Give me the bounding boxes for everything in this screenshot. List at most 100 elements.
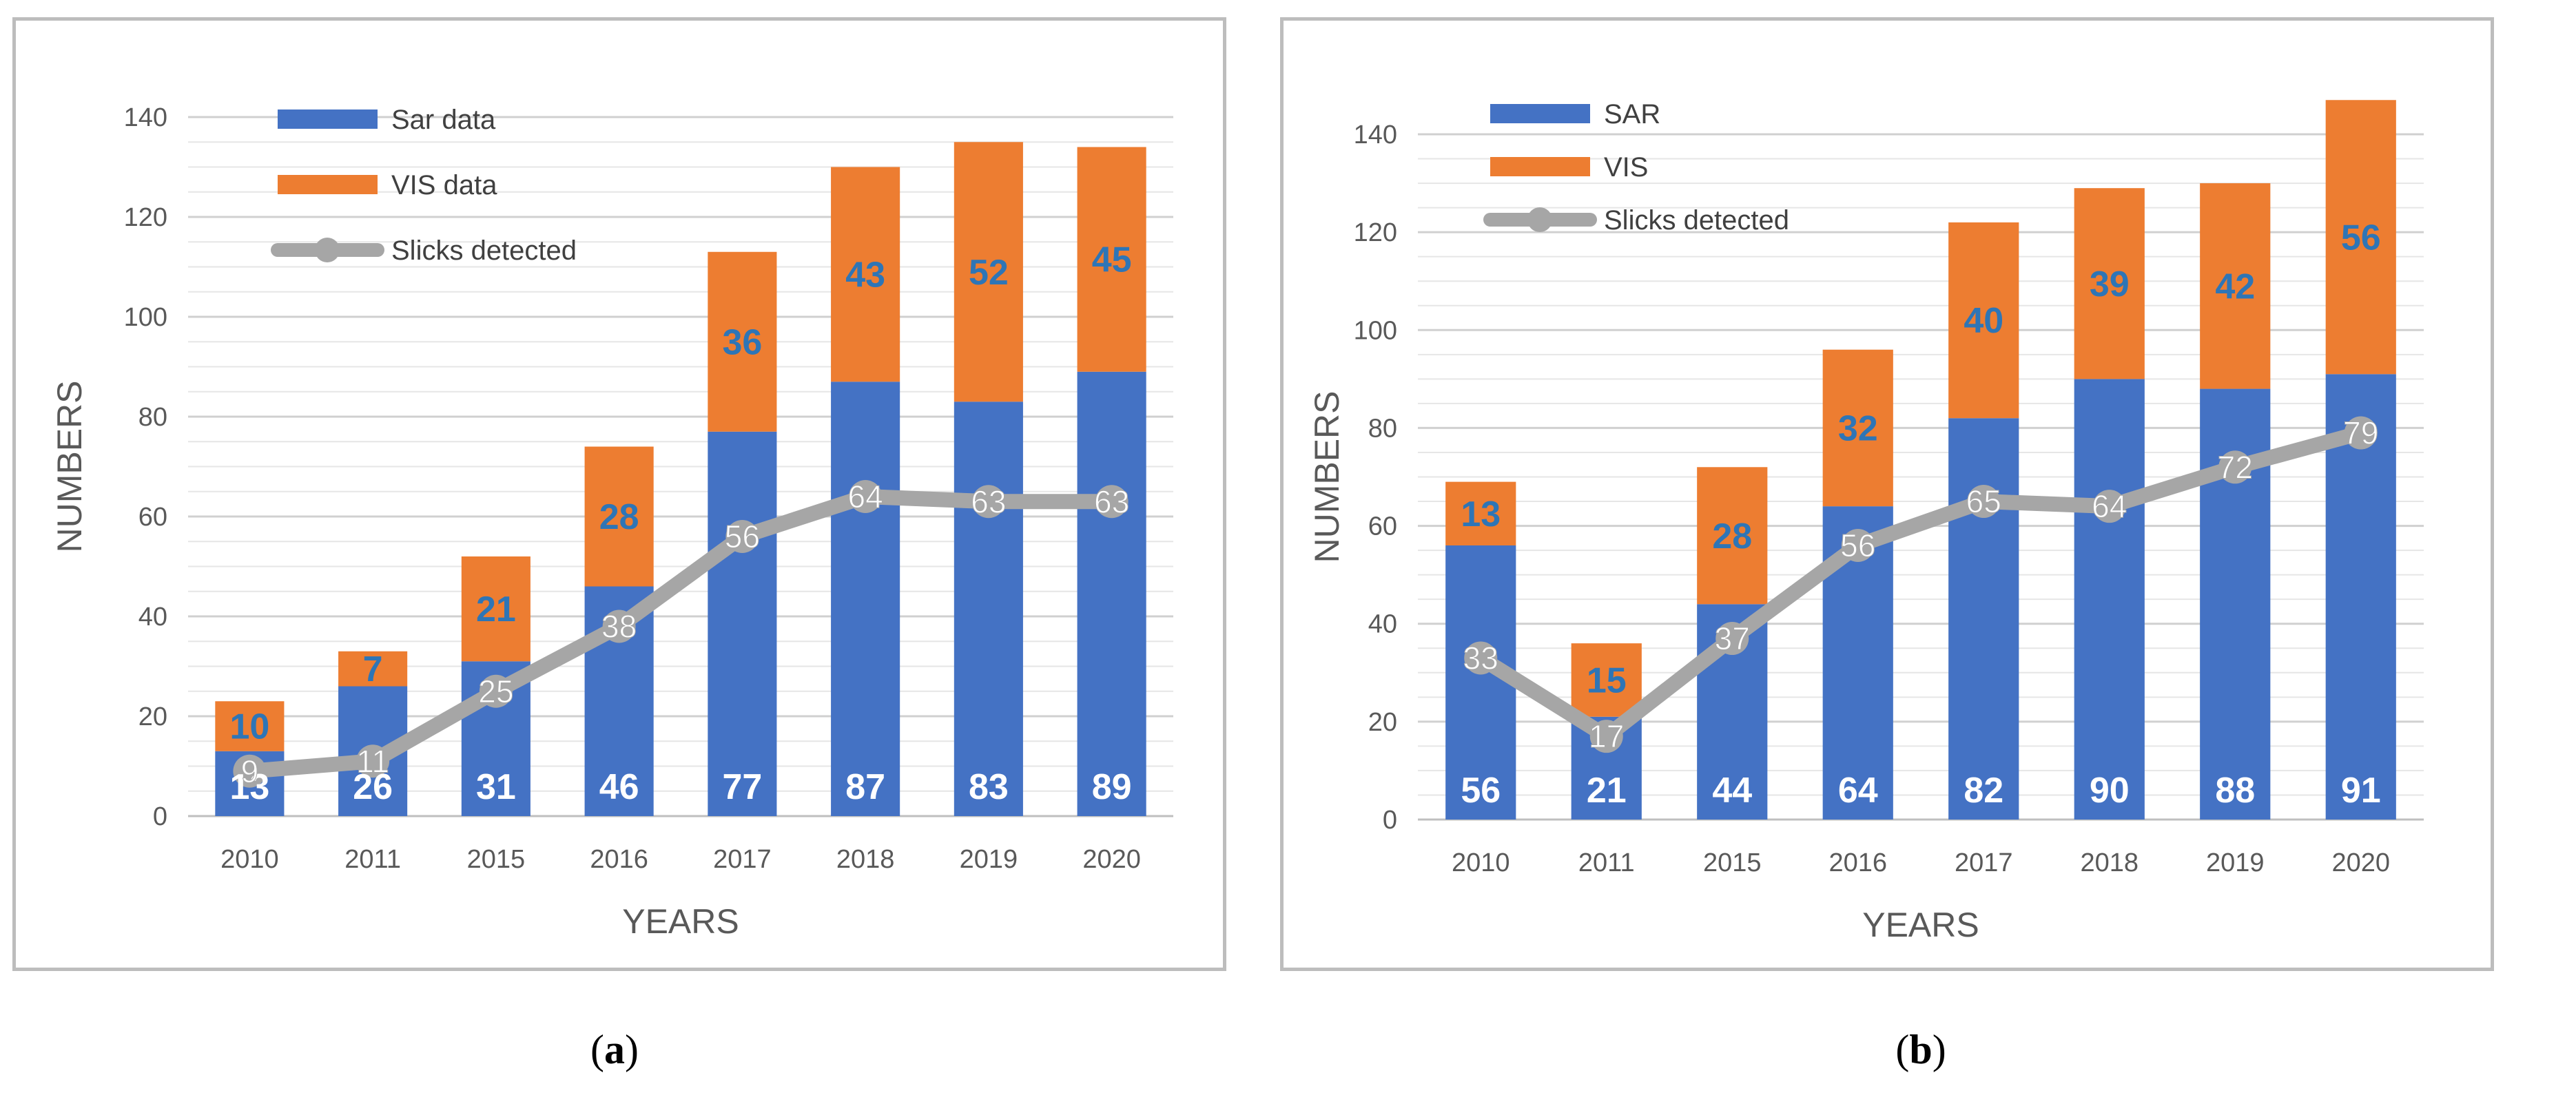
chart-b-bar-top-2011 [1571,643,1642,717]
chart-a-bar-bottom-2018 [831,382,900,816]
chart-b-data-label-line-2016: 56 [1840,528,1875,563]
chart-b-x-tick-label: 2016 [1828,848,1887,877]
chart-b-x-tick-label: 2015 [1703,848,1762,877]
chart-b-legend-label-0: SAR [1604,99,1660,129]
chart-b-y-tick-label: 40 [1368,610,1397,639]
chart-a-svg: 0 20 40 60 80 100 120 140 2010 2011 2015 2016 2017 20… [50,103,1173,941]
chart-b-x-tick-label: 2017 [1955,848,2013,877]
chart-b-bar-bottom-2018 [2074,379,2145,820]
chart-a-data-label-bottom-2015: 31 [476,767,516,807]
chart-b-bar-top-2020 [2325,100,2396,375]
chart-a-data-label-top-2018: 43 [845,255,885,295]
chart-b-data-label-bottom-2011: 21 [1587,771,1627,811]
chart-b-y-tick-label: 20 [1368,708,1397,737]
chart-a-bar-bottom-2019 [954,402,1023,816]
chart-a-bar-top-2017 [708,251,777,432]
chart-a-y-tick-label: 120 [124,203,167,232]
chart-b-data-label-top-2011: 15 [1587,660,1627,700]
chart-a-data-label-top-2010: 10 [229,707,269,747]
chart-a-data-label-bottom-2020: 89 [1092,767,1132,807]
chart-b-bar-bottom-2010 [1445,545,1516,820]
chart-b-y-tick-label: 0 [1383,806,1397,835]
chart-b-x-tick-label: 2010 [1452,848,1510,877]
chart-a-y-tick-label: 0 [153,802,167,831]
chart-b-bar-bottom-2017 [1948,418,2019,820]
chart-a-bar-top-2018 [831,167,900,382]
chart-b-data-label-line-2015: 37 [1715,620,1750,656]
chart-a-data-label-top-2020: 45 [1092,240,1132,280]
chart-a-y-tick-label: 60 [138,503,167,532]
chart-b-bar-top-2019 [2200,183,2271,389]
chart-b-legend-label-2: Slicks detected [1604,205,1789,236]
chart-b-line-marker-2015 [1715,622,1749,656]
chart-a-data-label-top-2017: 36 [722,322,762,362]
chart-b-legend-label-1: VIS [1604,152,1648,182]
chart-a-legend-label-2: Slicks detected [391,236,577,266]
chart-b-legend-swatch-0 [1490,104,1590,123]
chart-b-data-label-bottom-2016: 64 [1838,771,1878,811]
chart-b-bar-top-2017 [1948,222,2019,419]
chart-b-data-label-bottom-2020: 91 [2341,771,2381,811]
chart-b-data-label-top-2020: 56 [2341,218,2381,258]
chart-a-x-tick-label: 2015 [467,845,526,874]
chart-a-y-tick-label: 80 [138,403,167,432]
chart-b-y-tick-label: 100 [1354,316,1397,345]
chart-b-line-marker-2020 [2344,416,2378,450]
chart-b-data-label-bottom-2010: 56 [1461,771,1501,811]
chart-b-bar-top-2010 [1445,481,1516,545]
chart-b-y-axis-title: NUMBERS [1308,390,1346,563]
chart-a-x-tick-label: 2020 [1082,845,1141,874]
chart-a-legend-swatch-0 [278,110,378,129]
chart-a-line-marker-2015 [479,674,513,708]
chart-a-bar-bottom-2020 [1077,371,1146,816]
chart-panel-a: 0 20 40 60 80 100 120 140 2010 2011 2015 2016 2017 20… [12,17,1226,971]
chart-b-y-tick-label: 60 [1368,512,1397,541]
chart-a-data-label-line-2018: 64 [848,479,883,514]
chart-a-data-label-bottom-2018: 87 [845,767,885,807]
chart-a-x-tick-label: 2018 [836,845,895,874]
chart-a-legend-label-0: Sar data [391,105,496,135]
chart-b-line-marker-2019 [2218,450,2252,484]
chart-a-bar-top-2011 [338,651,408,687]
chart-b-data-label-top-2010: 13 [1461,494,1501,534]
chart-a-y-axis-title: NUMBERS [50,380,89,552]
chart-a-x-tick-label: 2019 [960,845,1018,874]
chart-a-bar-bottom-2017 [708,431,777,816]
chart-a-line-marker-2016 [602,609,636,643]
chart-b-data-label-bottom-2017: 82 [1964,771,2003,811]
chart-b-data-label-top-2015: 28 [1712,517,1752,556]
chart-b-data-label-line-2018: 64 [2092,488,2127,524]
chart-a-x-axis-title: YEARS [622,902,739,941]
chart-a-legend-label-1: VIS data [391,170,497,200]
chart-a-data-label-line-2010: 9 [241,753,259,789]
chart-a-bar-top-2016 [584,446,654,587]
chart-b-x-axis-title: YEARS [1862,906,1979,944]
chart-b-line-marker-2010 [1464,641,1498,675]
chart-b-bar-top-2015 [1697,467,1768,605]
chart-b-bar-top-2018 [2074,188,2145,379]
chart-a-data-label-line-2016: 38 [601,609,637,645]
chart-a-data-label-line-2017: 56 [725,519,760,554]
chart-a-x-tick-label: 2011 [344,845,401,874]
chart-a-data-label-line-2020: 63 [1094,483,1129,519]
chart-b-data-label-top-2019: 42 [2215,267,2255,306]
chart-b-legend-swatch-marker [1527,207,1552,232]
chart-a-data-label-line-2011: 11 [356,743,389,779]
caption-a-label: a [604,1027,625,1072]
chart-a-data-label-bottom-2016: 46 [599,767,639,807]
chart-a-bar-top-2020 [1077,147,1146,372]
chart-a-line-marker-2010 [233,754,267,788]
chart-a-y-tick-label: 20 [138,702,167,731]
chart-b-data-label-line-2019: 72 [2218,449,2253,485]
chart-b-line-marker-2018 [2092,490,2126,523]
chart-b-line-marker-2017 [1967,485,2001,519]
chart-b-data-label-top-2016: 32 [1838,408,1878,448]
chart-a-x-tick-label: 2010 [220,845,279,874]
chart-a-legend-swatch-1 [278,175,378,194]
caption-b-label: b [1909,1027,1933,1072]
chart-b-x-tick-label: 2011 [1578,848,1635,877]
chart-b-bar-top-2016 [1822,349,1893,507]
chart-a-data-label-line-2019: 63 [971,483,1006,519]
chart-a-data-label-bottom-2011: 26 [353,767,393,807]
chart-a-data-label-top-2016: 28 [599,497,639,537]
